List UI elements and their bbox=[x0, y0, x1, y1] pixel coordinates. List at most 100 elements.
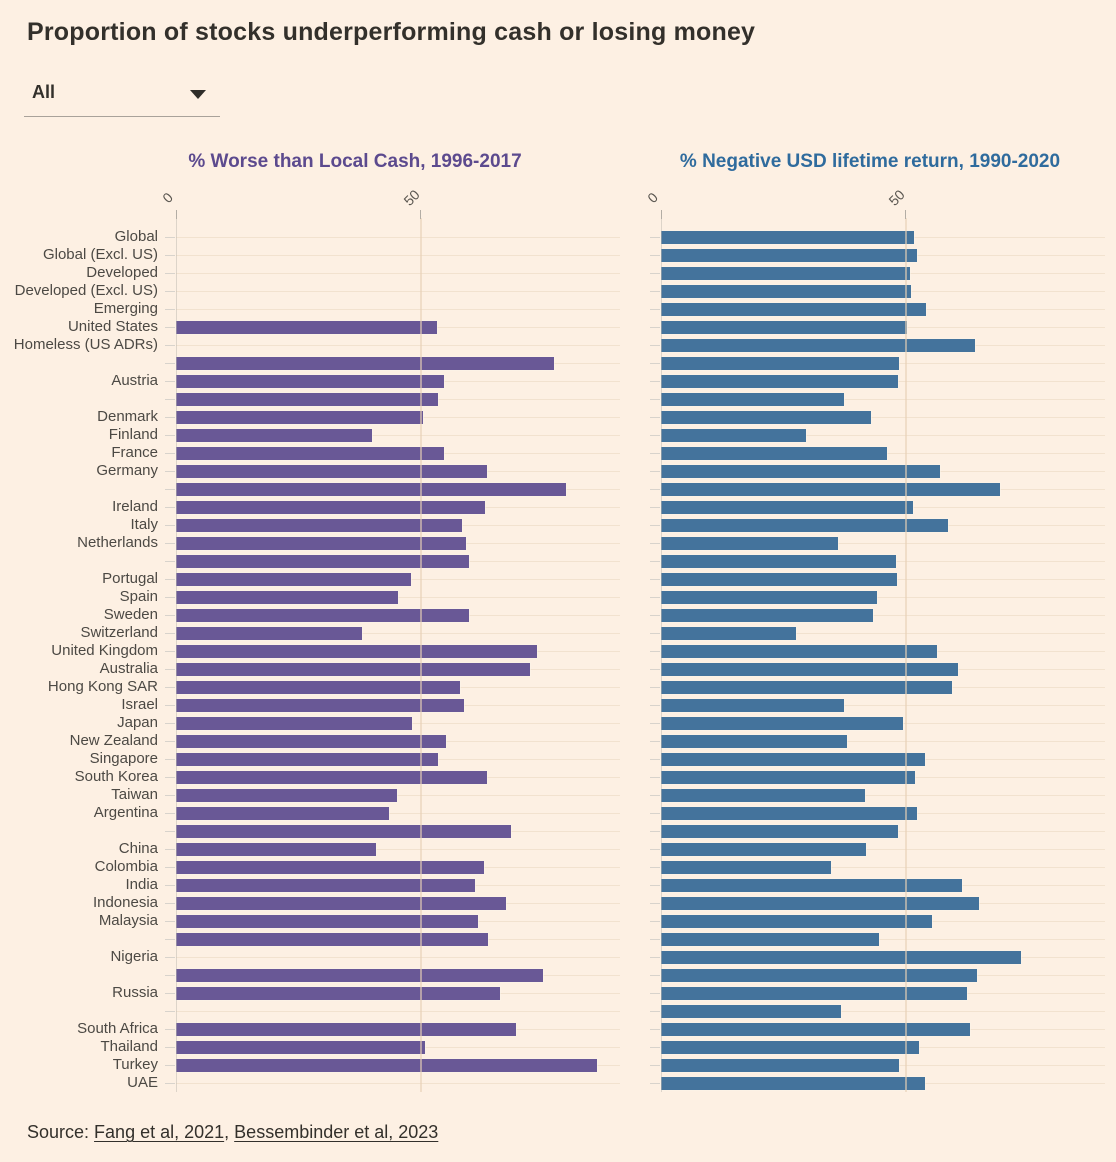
bar-taiwan bbox=[176, 788, 397, 802]
row-gridline bbox=[176, 291, 620, 292]
bar-malaysia bbox=[176, 914, 478, 928]
row-label bbox=[0, 822, 158, 840]
y-axis-tick bbox=[165, 363, 175, 364]
y-axis-tick bbox=[650, 795, 660, 796]
row-label bbox=[0, 480, 158, 498]
row-gridline bbox=[661, 1011, 1105, 1012]
row-label bbox=[0, 930, 158, 948]
source-link-bessembinder[interactable]: Bessembinder et al, 2023 bbox=[234, 1122, 439, 1142]
bar-spain bbox=[176, 590, 398, 604]
y-axis-tick bbox=[650, 741, 660, 742]
bar-global-excl-us- bbox=[661, 248, 917, 262]
y-axis-tick bbox=[165, 759, 175, 760]
source-link-fang[interactable]: Fang et al, 2021 bbox=[94, 1122, 225, 1142]
source-line: Source: Fang et al, 2021, Bessembinder et … bbox=[27, 1122, 1027, 1143]
filter-dropdown[interactable]: All bbox=[24, 80, 220, 117]
row-gridline bbox=[176, 1011, 620, 1012]
row-label: Netherlands bbox=[77, 534, 158, 551]
bar-australia bbox=[661, 662, 959, 676]
row-gridline bbox=[176, 435, 620, 436]
y-axis-tick bbox=[650, 417, 660, 418]
y-axis-tick bbox=[650, 597, 660, 598]
y-axis-tick bbox=[165, 633, 175, 634]
x-axis-tick bbox=[904, 210, 906, 219]
row-label bbox=[0, 966, 158, 984]
y-axis-tick bbox=[650, 579, 660, 580]
row-gridline bbox=[176, 237, 620, 238]
y-axis-tick bbox=[650, 345, 660, 346]
row-gridline bbox=[661, 597, 1105, 598]
y-axis-tick bbox=[165, 1029, 175, 1030]
row-gridline bbox=[176, 597, 620, 598]
y-axis-tick bbox=[165, 1047, 175, 1048]
y-axis-tick bbox=[650, 1065, 660, 1066]
y-axis-tick bbox=[650, 399, 660, 400]
y-axis-tick bbox=[165, 651, 175, 652]
y-axis-tick bbox=[650, 777, 660, 778]
y-axis-tick bbox=[650, 309, 660, 310]
x-gridline bbox=[419, 218, 422, 1092]
row-label: India bbox=[125, 876, 158, 893]
row-gridline bbox=[661, 939, 1105, 940]
bar-turkey bbox=[661, 1058, 900, 1072]
y-axis-tick bbox=[650, 507, 660, 508]
row-gridline bbox=[176, 255, 620, 256]
y-axis-tick bbox=[165, 939, 175, 940]
bar-south-korea bbox=[661, 770, 915, 784]
y-axis-tick bbox=[165, 561, 175, 562]
row-label: Italy bbox=[130, 516, 158, 533]
row-label bbox=[0, 354, 158, 372]
bar-thailand bbox=[661, 1040, 920, 1054]
row-label: South Africa bbox=[77, 1020, 158, 1037]
y-axis-tick bbox=[650, 831, 660, 832]
bar-switzerland bbox=[661, 626, 796, 640]
page-title: Proportion of stocks underperforming cas… bbox=[27, 18, 756, 46]
bar-india bbox=[176, 878, 475, 892]
y-axis-tick bbox=[165, 687, 175, 688]
y-axis-tick bbox=[650, 723, 660, 724]
bar-row-42 bbox=[176, 968, 543, 982]
row-label: New Zealand bbox=[69, 732, 158, 749]
bar-homeless-us-adrs- bbox=[661, 338, 976, 352]
y-axis-tick bbox=[165, 291, 175, 292]
row-label: Thailand bbox=[100, 1038, 158, 1055]
row-label: Japan bbox=[117, 714, 158, 731]
y-axis-tick bbox=[650, 939, 660, 940]
bar-france bbox=[176, 446, 445, 460]
bar-row-19 bbox=[661, 554, 897, 568]
bar-global bbox=[661, 230, 914, 244]
bar-row-34 bbox=[176, 824, 511, 838]
row-gridline bbox=[661, 417, 1105, 418]
local-cash-plot: 0 50 bbox=[159, 186, 620, 1092]
bar-united-kingdom bbox=[661, 644, 937, 658]
y-axis-tick bbox=[165, 345, 175, 346]
y-axis-tick bbox=[165, 417, 175, 418]
y-axis-tick bbox=[165, 435, 175, 436]
y-axis-tick bbox=[165, 597, 175, 598]
x-tick-label: 0 bbox=[644, 189, 661, 207]
y-axis-tick bbox=[165, 849, 175, 850]
y-axis-tick bbox=[165, 777, 175, 778]
bar-south-africa bbox=[176, 1022, 516, 1036]
y-axis-tick bbox=[650, 1029, 660, 1030]
bar-developed bbox=[661, 266, 911, 280]
row-label: South Korea bbox=[74, 768, 158, 785]
bar-austria bbox=[661, 374, 898, 388]
y-axis-tick bbox=[650, 849, 660, 850]
y-axis-tick bbox=[165, 831, 175, 832]
row-gridline bbox=[176, 633, 620, 634]
bar-israel bbox=[176, 698, 464, 712]
bar-sweden bbox=[176, 608, 469, 622]
y-axis-tick bbox=[650, 561, 660, 562]
row-label: Malaysia bbox=[98, 912, 158, 929]
row-gridline bbox=[661, 867, 1105, 868]
bar-finland bbox=[176, 428, 373, 442]
bar-row-40 bbox=[176, 932, 489, 946]
filter-dropdown-value: All bbox=[32, 82, 56, 102]
bar-japan bbox=[661, 716, 903, 730]
row-label bbox=[0, 1002, 158, 1020]
x-tick-label: 50 bbox=[400, 186, 423, 209]
row-gridline bbox=[176, 345, 620, 346]
bar-colombia bbox=[661, 860, 832, 874]
row-label: Singapore bbox=[89, 750, 158, 767]
